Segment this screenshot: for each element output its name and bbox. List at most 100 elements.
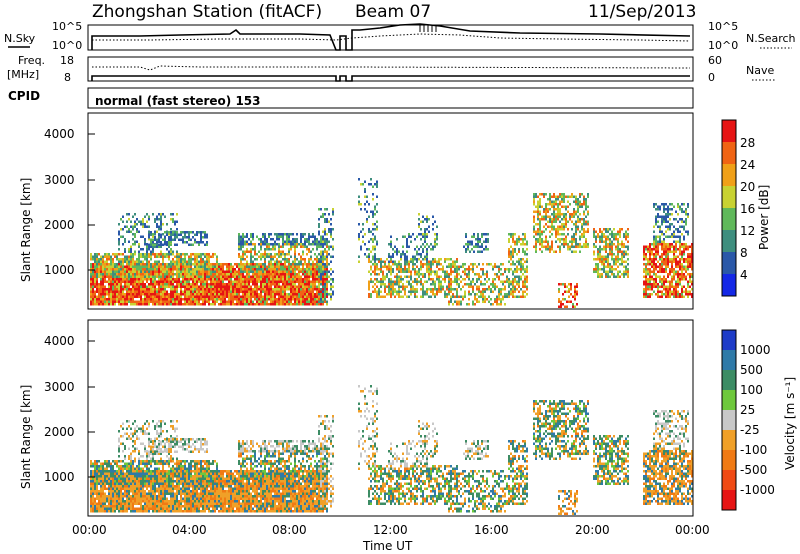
power-cells-cell [216, 298, 218, 301]
power-cells-cell [422, 288, 424, 291]
power-cells-cell [270, 293, 272, 296]
power-cells-cell [492, 265, 494, 268]
power-cells-cell [288, 253, 290, 256]
power-cells-cell [617, 250, 619, 253]
power-cells-cell [376, 185, 378, 188]
power-cells-cell [244, 278, 246, 281]
power-cells-cell [551, 233, 553, 236]
power-cells-cell [392, 283, 394, 286]
power-cells-cell [424, 255, 426, 258]
power-cells-cell [170, 273, 172, 276]
power-cells-cell [124, 250, 126, 253]
power-cells-cell [390, 240, 392, 243]
power-cells-cell [579, 218, 581, 221]
power-cells-cell [136, 218, 138, 221]
power-cells-cell [160, 236, 162, 239]
power-cells-cell [300, 255, 302, 258]
power-cells-cell [126, 280, 128, 283]
power-cells-cell [268, 235, 270, 238]
power-cells-cell [533, 235, 535, 238]
power-cells-cell [258, 255, 260, 258]
power-cells-cell [278, 255, 280, 258]
power-cells-cell [190, 253, 192, 256]
power-cells-cell [561, 200, 563, 203]
power-cells-cell [242, 278, 244, 281]
power-cells-cell [162, 268, 164, 271]
power-cells-cell [156, 270, 158, 273]
power-cells-cell [286, 268, 288, 271]
power-cells-cell [216, 295, 218, 298]
power-cells-cell [232, 285, 234, 288]
power-cells-cell [170, 231, 172, 234]
power-cells-cell [264, 280, 266, 283]
power-cells-cell [330, 245, 332, 248]
power-cells-cell [128, 285, 130, 288]
power-cells-cell [94, 255, 96, 258]
power-cells-cell [120, 268, 122, 271]
power-cells-cell [360, 230, 362, 233]
power-cells-cell [178, 233, 180, 236]
power-cells-cell [246, 285, 248, 288]
power-cells-cell [454, 263, 456, 266]
power-cells-cell [472, 278, 474, 281]
power-cells-cell [585, 203, 587, 206]
power-cells-cell [516, 275, 518, 278]
power-cells-cell [308, 265, 310, 268]
power-cells-cell [192, 253, 194, 256]
power-cells-cell [214, 288, 216, 291]
power-cells-cell [132, 255, 134, 258]
power-cells-cell [160, 295, 162, 298]
power-cells-cell [216, 255, 218, 258]
power-cells-cell [130, 303, 132, 306]
power-cells-cell [278, 270, 280, 273]
power-cells-cell [162, 275, 164, 278]
power-cells-cell [212, 268, 214, 271]
power-cells-cell [579, 250, 581, 253]
power-cells-cell [180, 280, 182, 283]
power-cells-cell [388, 293, 390, 296]
power-cells-cell [90, 285, 92, 288]
power-cells-cell [118, 273, 120, 276]
power-cells-cell [388, 285, 390, 288]
power-cells-cell [252, 275, 254, 278]
power-cells-cell [280, 235, 282, 238]
power-cells-cell [599, 250, 601, 253]
power-cells-cell [190, 275, 192, 278]
power-cells-cell [204, 233, 206, 236]
power-cells-cell [314, 275, 316, 278]
power-cells-cell [518, 283, 520, 286]
power-cells-cell [184, 263, 186, 266]
power-cells-cell [332, 255, 334, 258]
power-cells-cell [587, 230, 589, 233]
power-cells-cell [122, 270, 124, 273]
power-cells-cell [288, 303, 290, 306]
power-cells-cell [332, 238, 334, 241]
power-cells-cell [388, 265, 390, 268]
power-cells-cell [518, 290, 520, 293]
power-cells-cell [266, 290, 268, 293]
power-cells-cell [256, 298, 258, 301]
power-cells-cell [326, 243, 328, 246]
power-cells-cell [292, 268, 294, 271]
power-cells-cell [573, 223, 575, 226]
power-cells-cell [142, 273, 144, 276]
power-cells-cell [252, 265, 254, 268]
power-cells-cell [574, 305, 576, 308]
power-cells-cell [613, 268, 615, 271]
power-cells-cell [150, 270, 152, 273]
power-cells-cell [172, 265, 174, 268]
power-cells-cell [256, 235, 258, 238]
power-cells-cell [372, 228, 374, 231]
power-cells-cell [394, 250, 396, 253]
power-cells-cell [232, 288, 234, 291]
power-cells-cell [583, 198, 585, 201]
power-cells-cell [108, 295, 110, 298]
power-cells-cell [162, 260, 164, 263]
power-cells-cell [597, 250, 599, 253]
power-cells-cell [316, 258, 318, 261]
power-cells-cell [110, 273, 112, 276]
freq-tick-low: 8 [64, 71, 71, 84]
power-cells-cell [160, 298, 162, 301]
power-cells-cell [270, 280, 272, 283]
power-cells-cell [304, 290, 306, 293]
